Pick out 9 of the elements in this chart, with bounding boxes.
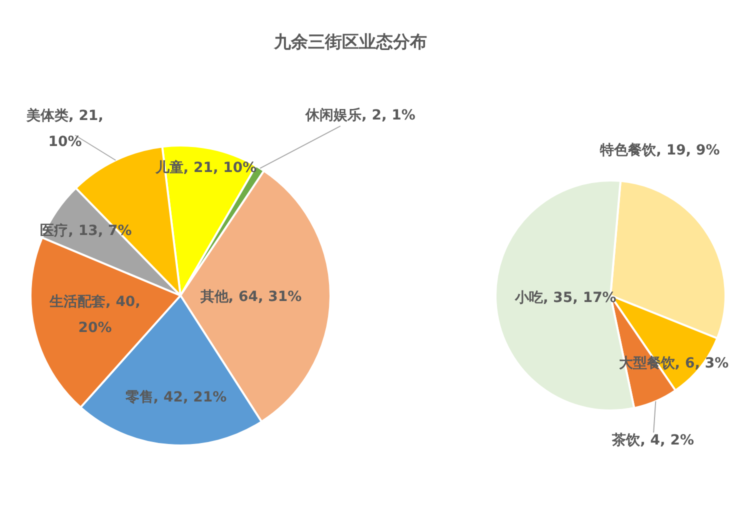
slice-label: 生活配套, 40, 20%	[48, 294, 141, 336]
slice-label: 零售, 42, 21%	[124, 390, 227, 406]
chart-title: 九余三街区业态分布	[273, 32, 427, 52]
slice-label: 特色餐饮, 19, 9%	[599, 142, 720, 159]
slice-label: 美体类, 21, 10%	[26, 107, 104, 150]
slice-label: 茶饮, 4, 2%	[611, 432, 694, 448]
slice-label: 休闲娱乐, 2, 1%	[304, 106, 416, 124]
slice-label: 小吃, 35, 17%	[514, 290, 616, 306]
slice-label: 其他, 64, 31%	[199, 289, 302, 305]
